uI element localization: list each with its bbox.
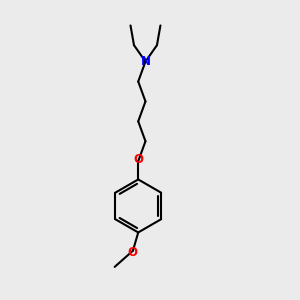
Text: N: N bbox=[140, 55, 151, 68]
Text: O: O bbox=[133, 153, 143, 166]
Text: O: O bbox=[127, 246, 137, 259]
